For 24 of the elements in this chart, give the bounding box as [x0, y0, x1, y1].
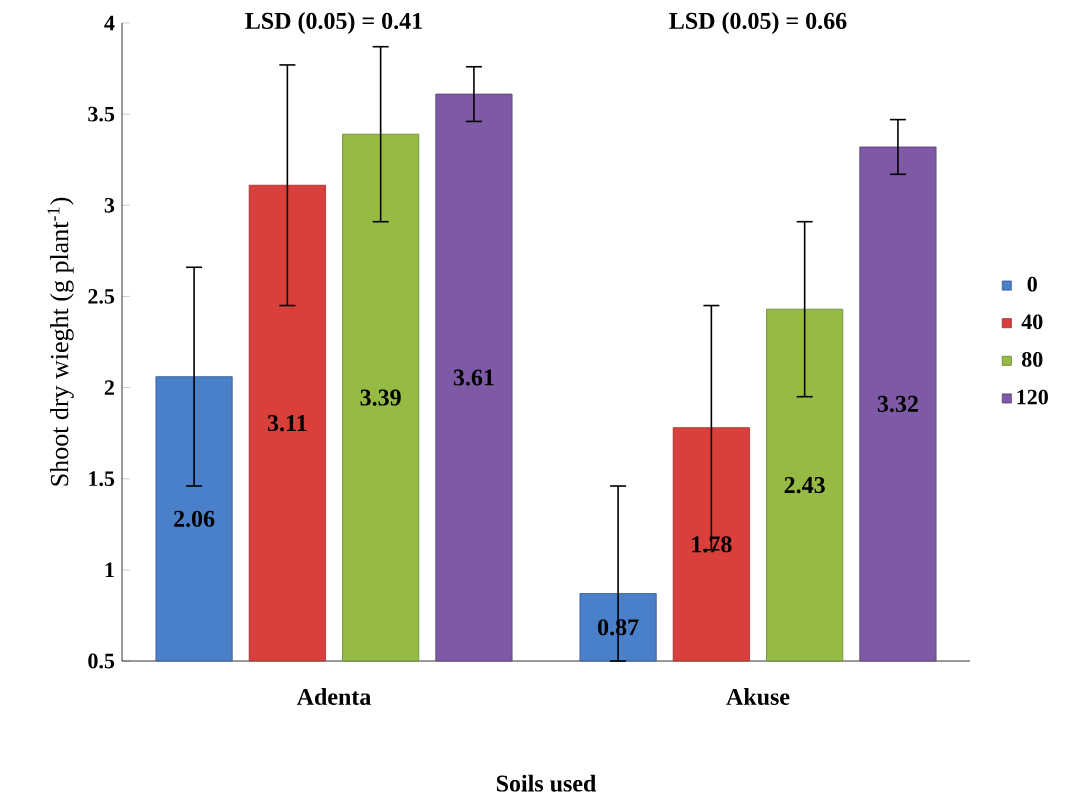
x-tick-label: Akuse [726, 687, 790, 705]
x-axis-title: Soils used [496, 774, 597, 792]
data-label: 2.06 [174, 510, 215, 527]
y-axis-title: Shoot dry wieght (g plant$^{-1}$) [47, 197, 74, 486]
legend-label: 40 [1021, 314, 1043, 330]
data-label: 3.61 [453, 369, 494, 386]
y-tick-label: 2 [104, 380, 114, 395]
y-tick-label: 0.5 [88, 653, 115, 669]
y-tick-label: 4 [104, 15, 115, 31]
annotation: LSD (0.05) = 0.66 [669, 11, 847, 34]
y-tick-label: 1.5 [89, 471, 115, 486]
y-tick-label: 3.5 [88, 106, 115, 122]
data-label: 3.39 [360, 389, 401, 406]
annotation: LSD (0.05) = 0.41 [245, 11, 422, 34]
y-tick-label: 1 [105, 562, 114, 577]
y-tick-label: 3 [104, 197, 115, 213]
legend-label: 80 [1021, 351, 1043, 367]
legend-label: 0 [1027, 276, 1037, 292]
legend-label: 120 [1017, 389, 1048, 405]
x-tick-label: Adenta [296, 687, 371, 705]
y-tick-label: 2.5 [88, 288, 115, 304]
data-label: 2.43 [784, 476, 825, 494]
data-label: 3.32 [877, 395, 918, 412]
data-label: 3.11 [267, 414, 307, 432]
